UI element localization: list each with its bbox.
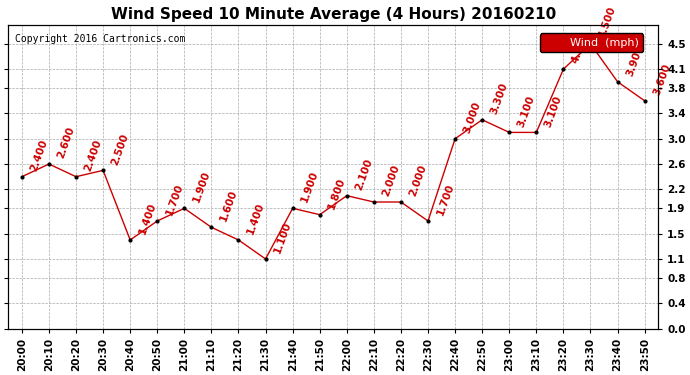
Text: 3.600: 3.600 xyxy=(651,62,672,97)
Text: Copyright 2016 Cartronics.com: Copyright 2016 Cartronics.com xyxy=(14,34,185,44)
Text: 2.400: 2.400 xyxy=(83,138,104,172)
Title: Wind Speed 10 Minute Average (4 Hours) 20160210: Wind Speed 10 Minute Average (4 Hours) 2… xyxy=(110,7,556,22)
Text: 2.000: 2.000 xyxy=(381,164,402,198)
Text: 2.600: 2.600 xyxy=(56,126,77,160)
Text: 4.100: 4.100 xyxy=(571,30,591,65)
Legend: Wind  (mph): Wind (mph) xyxy=(540,33,643,53)
Text: 3.100: 3.100 xyxy=(543,94,564,128)
Text: 1.700: 1.700 xyxy=(164,182,185,217)
Text: 1.600: 1.600 xyxy=(218,189,239,223)
Text: 2.500: 2.500 xyxy=(110,132,130,166)
Text: 3.300: 3.300 xyxy=(489,81,510,116)
Text: 1.100: 1.100 xyxy=(273,220,293,255)
Text: 1.800: 1.800 xyxy=(326,176,347,210)
Text: 2.400: 2.400 xyxy=(29,138,50,172)
Text: 4.500: 4.500 xyxy=(598,5,618,40)
Text: 2.100: 2.100 xyxy=(354,157,375,192)
Text: 1.900: 1.900 xyxy=(191,170,212,204)
Text: 1.700: 1.700 xyxy=(435,182,455,217)
Text: 1.400: 1.400 xyxy=(246,201,266,236)
Text: 3.100: 3.100 xyxy=(516,94,537,128)
Text: 2.000: 2.000 xyxy=(408,164,428,198)
Text: 1.900: 1.900 xyxy=(299,170,320,204)
Text: 3.900: 3.900 xyxy=(624,43,645,78)
Text: 1.400: 1.400 xyxy=(137,201,158,236)
Text: 3.000: 3.000 xyxy=(462,100,483,135)
